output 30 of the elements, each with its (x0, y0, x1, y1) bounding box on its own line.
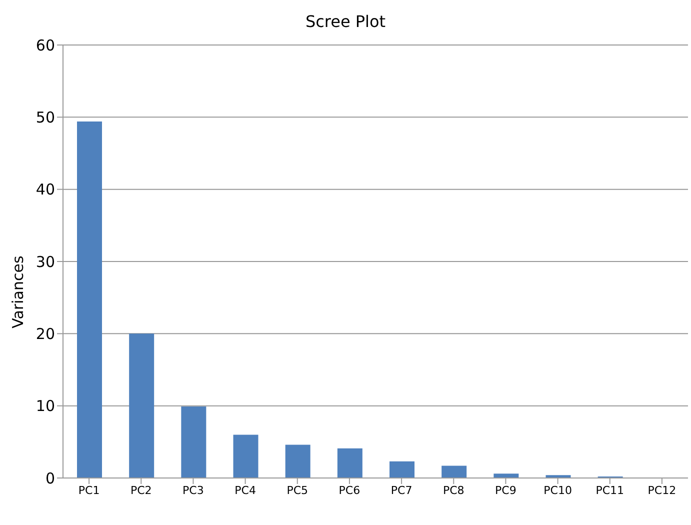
x-tick-label: PC8 (442, 484, 464, 497)
x-tick-label: PC12 (648, 484, 676, 497)
bar (181, 406, 206, 478)
y-tick-label: 40 (36, 180, 55, 199)
x-tick-label: PC10 (544, 484, 572, 497)
y-axis-title: Variances (9, 254, 27, 330)
x-tick-label: PC4 (234, 484, 256, 497)
x-tick-label: PC9 (495, 484, 516, 497)
x-tick-label: PC3 (182, 484, 204, 497)
chart-title: Scree Plot (304, 12, 387, 31)
bar (233, 434, 258, 478)
x-tick-label: PC11 (596, 484, 624, 497)
x-tick-label: PC2 (130, 484, 152, 497)
y-tick-label: 20 (36, 324, 55, 343)
bar (494, 474, 519, 478)
y-tick-label: 0 (45, 469, 55, 488)
y-tick-label: 30 (36, 252, 55, 271)
y-tick-label: 10 (36, 397, 55, 416)
x-tick-label: PC5 (286, 484, 308, 497)
bar (442, 466, 467, 478)
bar (390, 461, 414, 478)
bar (129, 334, 154, 478)
bar (285, 444, 310, 478)
y-tick-label: 60 (36, 36, 55, 54)
bar (77, 121, 102, 478)
bar (337, 448, 362, 478)
x-tick-label: PC7 (390, 484, 412, 497)
y-tick-label: 50 (36, 108, 55, 126)
x-tick-label: PC6 (338, 484, 360, 497)
x-tick-label: PC1 (78, 484, 100, 497)
